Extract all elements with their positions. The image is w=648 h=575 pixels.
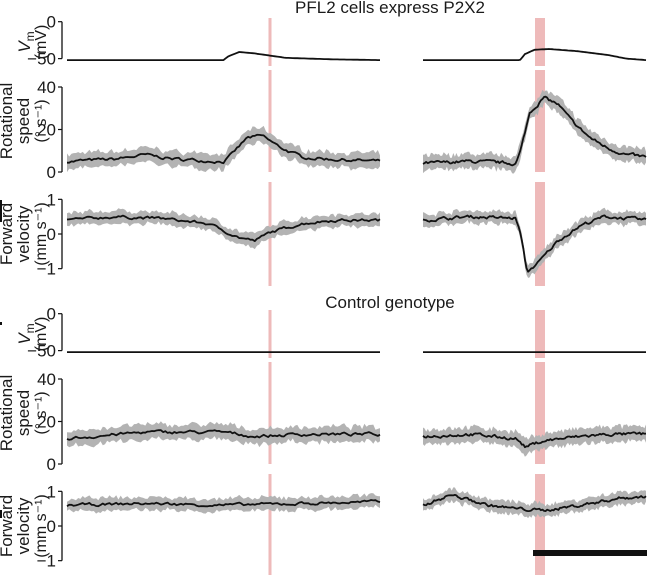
y-label-sub: m xyxy=(23,31,37,41)
sem-band-brief xyxy=(67,421,380,448)
stimulus-brief-marker xyxy=(268,362,272,464)
y-axis-label-line2: velocity xyxy=(14,205,33,262)
y-tick-label: 40 xyxy=(37,78,56,97)
stimulus-long-marker xyxy=(535,474,545,575)
y-tick-label: 0 xyxy=(47,455,56,474)
y-axis-label-line3: (° s⁻¹) xyxy=(33,391,50,434)
stimulus-brief-marker xyxy=(268,70,272,172)
time-scale-bar xyxy=(533,550,647,556)
y-tick-label: −50 xyxy=(27,50,56,69)
y-tick-label: 0 xyxy=(47,517,56,536)
mean-trace-brief xyxy=(66,214,381,242)
sem-band-long xyxy=(423,487,646,519)
y-tick-label: 40 xyxy=(37,370,56,389)
y-axis-label-line1: Rotational xyxy=(0,375,16,452)
mean-trace-brief xyxy=(66,429,381,441)
cropped-glyph-fragment xyxy=(0,510,2,518)
stimulus-long-marker xyxy=(535,18,545,66)
group-title-pfl2: PFL2 cells express P2X2 xyxy=(295,0,485,17)
y-axis-label-line3: (mm s⁻¹) xyxy=(33,202,50,266)
y-tick-label: 0 xyxy=(47,13,56,32)
y-axis-label-line1: Forward xyxy=(0,495,16,557)
y-label-main: V xyxy=(15,332,34,345)
mean-trace-long xyxy=(422,214,647,273)
y-tick-label: −1 xyxy=(37,260,56,279)
y-tick-label: −50 xyxy=(27,342,56,361)
mean-trace-long xyxy=(423,48,647,61)
sem-band-long xyxy=(423,89,646,174)
y-axis-label: Vm xyxy=(15,323,37,344)
sem-band-brief xyxy=(67,125,380,173)
y-tick-label: 1 xyxy=(47,190,56,209)
stimulus-long-marker xyxy=(535,310,545,358)
y-axis-label-line1: Rotational xyxy=(0,83,16,160)
stimulus-long-marker xyxy=(535,70,545,172)
mean-trace-brief xyxy=(66,499,381,508)
y-tick-label: 20 xyxy=(37,121,56,140)
mean-trace-brief xyxy=(67,51,380,61)
mean-trace-long xyxy=(422,95,647,167)
sem-band-long xyxy=(423,207,646,278)
stimulus-brief-marker xyxy=(268,18,272,66)
y-tick-label: 1 xyxy=(47,482,56,501)
y-tick-label: −1 xyxy=(37,552,56,571)
sem-band-brief xyxy=(67,208,380,250)
y-axis-label: Vm xyxy=(15,31,37,52)
y-tick-label: 0 xyxy=(47,163,56,182)
y-axis-label-line3: (° s⁻¹) xyxy=(33,99,50,142)
stimulus-brief-marker xyxy=(268,310,272,358)
y-axis-unit: (mV) xyxy=(33,317,50,352)
mean-trace-brief xyxy=(67,133,381,165)
mean-trace-long xyxy=(422,494,647,512)
y-axis-unit: (mV) xyxy=(33,25,50,60)
cropped-glyph-fragment xyxy=(0,322,2,325)
sem-band-brief xyxy=(67,493,380,514)
y-label-sub: m xyxy=(23,323,37,333)
y-tick-label: 20 xyxy=(37,413,56,432)
group-title-control: Control genotype xyxy=(325,293,454,312)
y-axis-label-line2: speed xyxy=(14,390,33,436)
stimulus-brief-marker xyxy=(268,474,272,575)
stimulus-long-marker xyxy=(535,182,545,286)
y-tick-label: 0 xyxy=(47,225,56,244)
y-axis-label-line2: velocity xyxy=(14,497,33,554)
cropped-glyph-fragment xyxy=(0,200,2,222)
y-axis-label-line2: speed xyxy=(14,98,33,144)
y-axis-label-line3: (mm s⁻¹) xyxy=(33,494,50,558)
y-label-main: V xyxy=(15,40,34,53)
y-tick-label: 0 xyxy=(47,305,56,324)
sem-band-long xyxy=(423,423,646,457)
stimulus-long-marker xyxy=(535,362,545,464)
y-axis-label-line1: Forward xyxy=(0,203,16,265)
mean-trace-long xyxy=(422,431,647,449)
